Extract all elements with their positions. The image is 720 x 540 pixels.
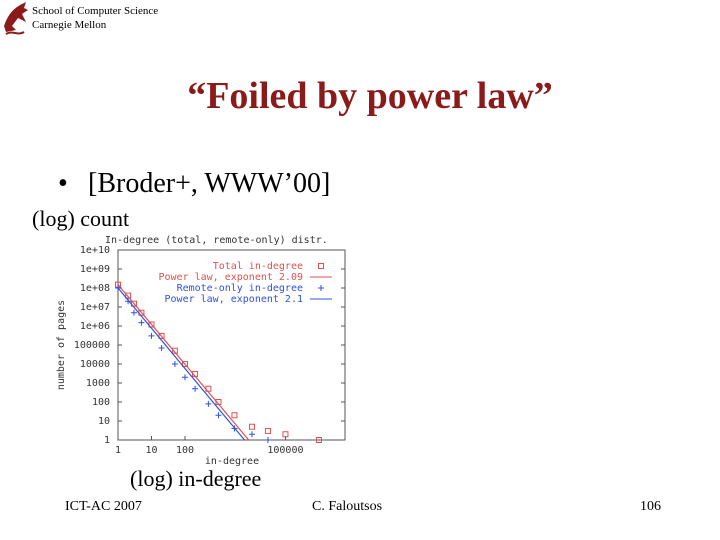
x-axis-label: in-degree xyxy=(205,456,259,467)
data-point xyxy=(171,361,178,367)
data-point xyxy=(205,400,212,407)
data-point xyxy=(264,427,271,434)
y-tick-label: 100000 xyxy=(74,340,110,351)
bullet-mark: • xyxy=(58,168,68,199)
data-point xyxy=(231,412,238,419)
data-point xyxy=(130,309,137,316)
data-point xyxy=(315,437,322,443)
footer: C. Faloutsos xyxy=(312,499,382,514)
legend-label: Total in-degree xyxy=(213,261,303,272)
y-tick-label: 10000 xyxy=(80,359,110,370)
legend-swatch xyxy=(318,285,324,291)
power-law-line xyxy=(117,284,250,441)
y-tick-label: 10 xyxy=(98,416,110,427)
header-line: School of Computer Science xyxy=(32,5,158,17)
y-tick-label: 1e+10 xyxy=(80,245,110,256)
logo xyxy=(4,2,28,35)
data-point xyxy=(282,431,289,438)
annotation: (log) count xyxy=(32,206,129,231)
data-point xyxy=(248,423,255,430)
power-law-line xyxy=(117,287,245,441)
header-line: Carnegie Mellon xyxy=(32,19,107,31)
slide-title: “Foiled by power law” xyxy=(187,75,553,117)
y-tick-label: 1e+06 xyxy=(80,321,110,332)
x-tick-label: 10 xyxy=(145,445,157,456)
data-point xyxy=(171,347,178,354)
data-point xyxy=(125,292,132,299)
legend-label: Power law, exponent 2.1 xyxy=(165,294,303,305)
data-point xyxy=(158,344,165,351)
data-point xyxy=(181,374,188,381)
y-tick-label: 1e+09 xyxy=(80,264,110,275)
legend-swatch xyxy=(318,263,324,269)
y-tick-label: 1000 xyxy=(86,378,110,389)
data-point xyxy=(148,332,155,339)
data-point xyxy=(215,412,222,419)
data-point xyxy=(181,361,188,367)
y-tick-label: 1e+08 xyxy=(80,283,110,294)
y-tick-label: 1e+07 xyxy=(80,302,110,313)
data-point xyxy=(138,319,145,326)
footer: ICT-AC 2007 xyxy=(65,499,142,514)
data-point xyxy=(158,332,165,339)
y-tick-label: 1 xyxy=(104,435,110,446)
data-point xyxy=(264,437,271,443)
legend-label: Power law, exponent 2.09 xyxy=(159,272,304,283)
x-tick-label: 100 xyxy=(176,445,194,456)
page-number: 106 xyxy=(640,499,661,514)
chart-title: In-degree (total, remote-only) distr. xyxy=(105,235,328,246)
bullet: [Broder+, WWW’00] xyxy=(88,168,330,199)
annotation: (log) in-degree xyxy=(130,466,261,491)
x-tick-label: 100000 xyxy=(267,445,303,456)
data-point xyxy=(248,431,255,438)
data-point xyxy=(192,385,199,392)
x-tick-label: 1 xyxy=(115,445,121,456)
y-axis-label: number of pages xyxy=(56,300,67,390)
legend-label: Remote-only in-degree xyxy=(177,283,303,294)
y-tick-label: 100 xyxy=(92,397,110,408)
